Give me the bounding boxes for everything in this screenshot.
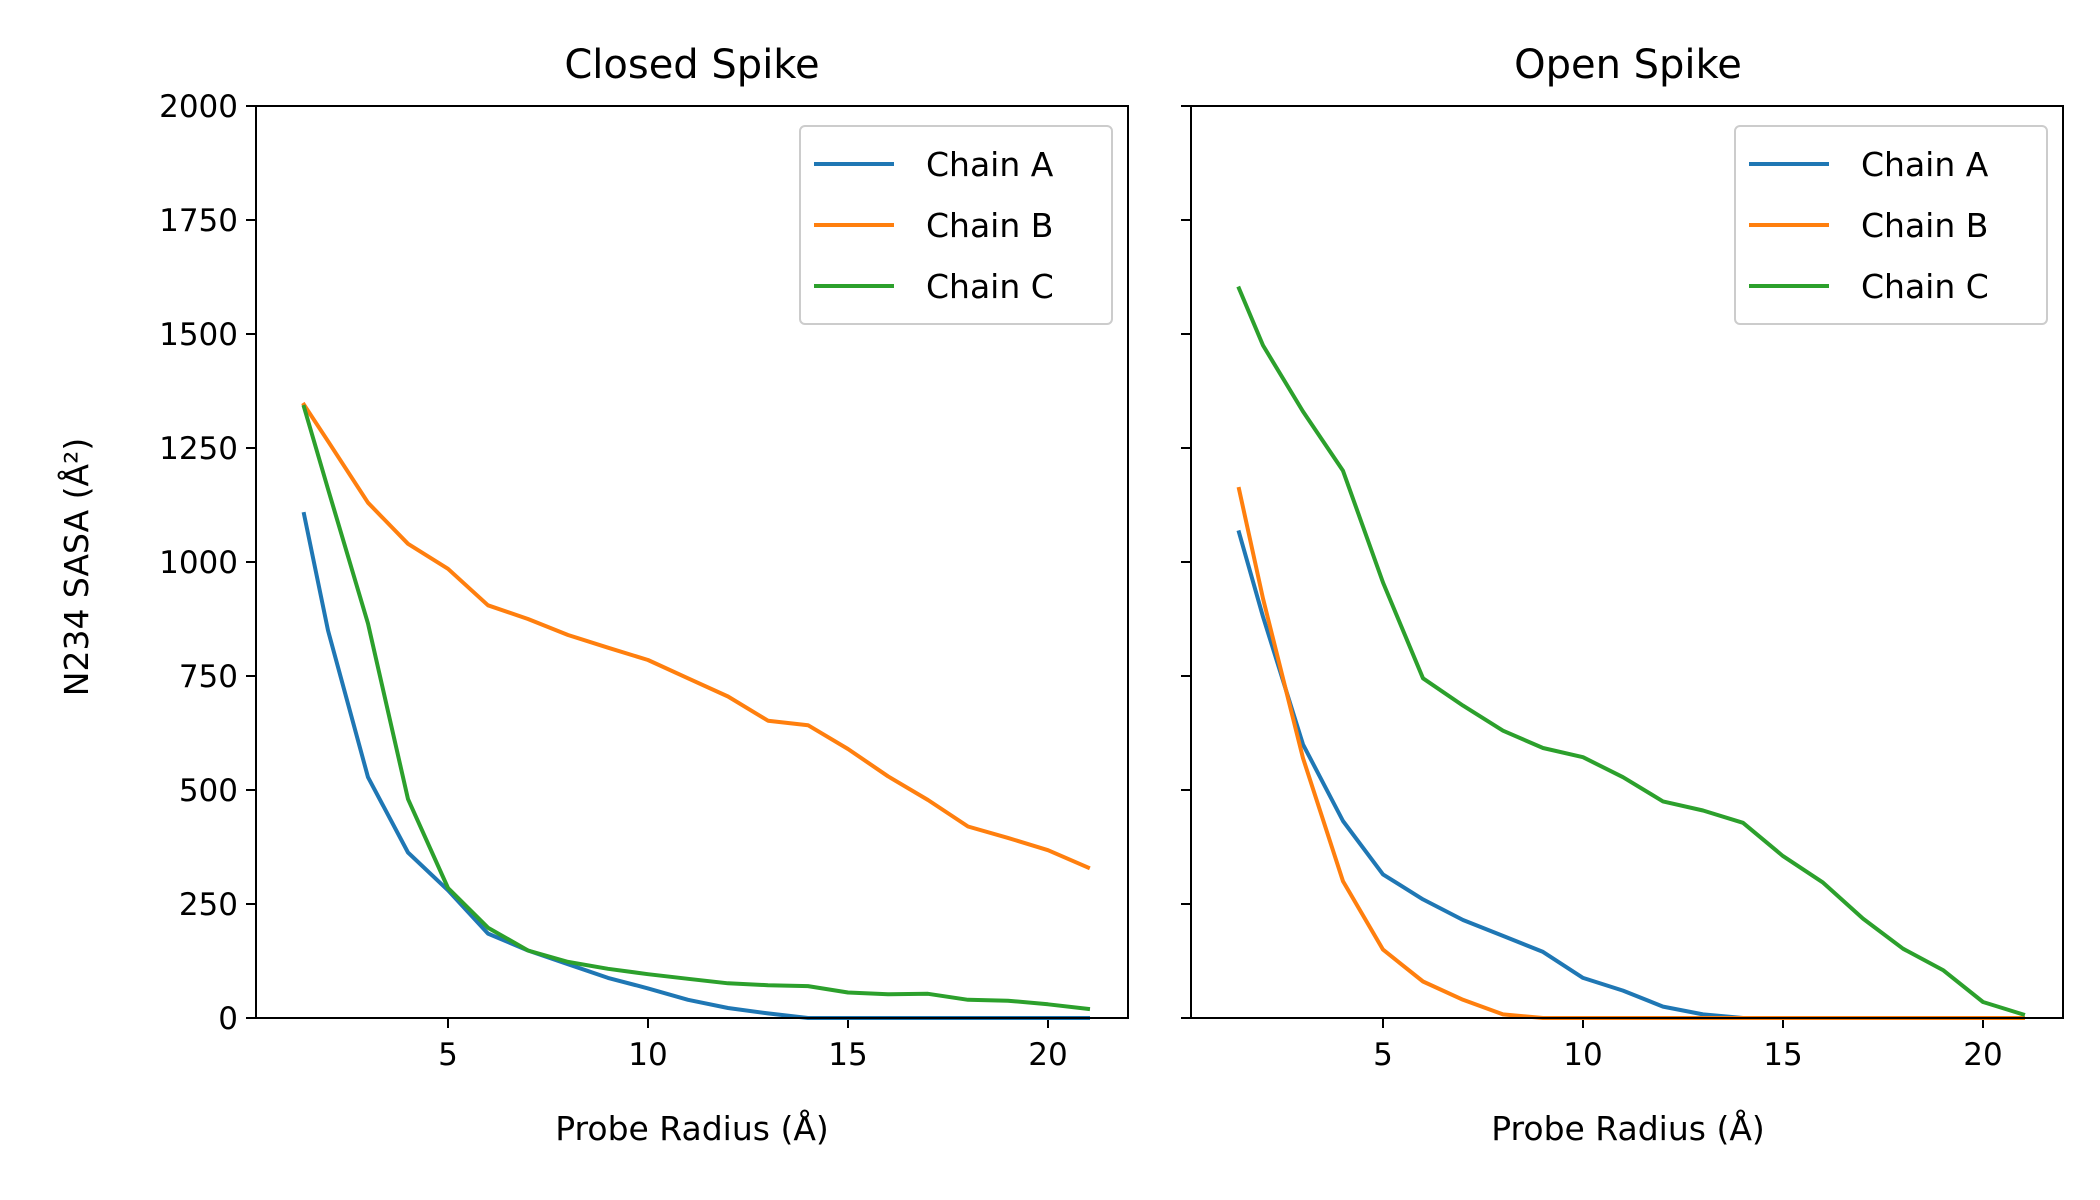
open-spike-plot-area: 5 10 15 20 Chain A Chain B Chain C bbox=[1181, 105, 2064, 1073]
open-spike-legend-label: Chain B bbox=[1861, 206, 1988, 245]
closed-spike-ytick-label: 0 bbox=[218, 1001, 238, 1037]
open-spike-xlabel: Probe Radius (Å) bbox=[1491, 1108, 1765, 1148]
open-spike-legend-label: Chain C bbox=[1861, 267, 1989, 306]
closed-spike-ytick-label: 1250 bbox=[159, 431, 238, 467]
closed-spike-panel: Closed Spike N234 SASA (Å²) Probe Radius… bbox=[56, 42, 1129, 1148]
closed-spike-ytick-label: 750 bbox=[179, 659, 238, 695]
closed-spike-legend-label: Chain B bbox=[926, 206, 1053, 245]
closed-spike-xlabel: Probe Radius (Å) bbox=[555, 1108, 829, 1148]
closed-spike-title: Closed Spike bbox=[564, 42, 819, 88]
closed-spike-xtick-label: 5 bbox=[438, 1037, 458, 1073]
open-spike-axes-frame bbox=[1190, 105, 2064, 1019]
open-spike-xtick-label: 10 bbox=[1563, 1037, 1602, 1073]
closed-spike-ylabel: N234 SASA (Å²) bbox=[56, 438, 96, 696]
closed-spike-series-chain-a bbox=[301, 511, 1090, 1020]
closed-spike-legend-label: Chain C bbox=[926, 267, 1054, 306]
open-spike-xtick-label: 15 bbox=[1763, 1037, 1802, 1073]
open-spike-legend-label: Chain A bbox=[1861, 145, 1989, 184]
closed-spike-plot-area: 0 250 500 750 1000 1250 1500 1750 2000 5 10 15 20 Cha… bbox=[159, 89, 1129, 1073]
closed-spike-ytick-label: 1000 bbox=[159, 545, 238, 581]
closed-spike-legend-box bbox=[799, 125, 1113, 325]
closed-spike-ytick-label: 500 bbox=[179, 773, 238, 809]
closed-spike-series-chain-b bbox=[301, 401, 1091, 871]
closed-spike-series-chain-c bbox=[301, 404, 1091, 1012]
open-spike-series-chain-a bbox=[1236, 529, 2025, 1020]
closed-spike-xtick-label: 15 bbox=[828, 1037, 867, 1073]
closed-spike-legend-label: Chain A bbox=[926, 145, 1054, 184]
open-spike-xtick-label: 20 bbox=[1963, 1037, 2002, 1073]
closed-spike-ytick-label: 1500 bbox=[159, 317, 238, 353]
closed-spike-xtick-label: 20 bbox=[1028, 1037, 1067, 1073]
open-spike-legend: Chain A Chain B Chain C bbox=[1734, 125, 2048, 325]
closed-spike-ytick-label: 2000 bbox=[159, 89, 238, 125]
open-spike-panel: Open Spike Probe Radius (Å) 5 10 15 20 Chain… bbox=[1181, 42, 2064, 1148]
open-spike-series-chain-c bbox=[1236, 285, 2026, 1017]
open-spike-title: Open Spike bbox=[1514, 42, 1742, 88]
open-spike-xtick-label: 5 bbox=[1373, 1037, 1393, 1073]
open-spike-series-chain-b bbox=[1236, 486, 2025, 1020]
closed-spike-ytick-label: 250 bbox=[179, 887, 238, 923]
closed-spike-axes-frame bbox=[255, 105, 1129, 1019]
closed-spike-xtick-label: 10 bbox=[628, 1037, 667, 1073]
open-spike-legend-box bbox=[1734, 125, 2048, 325]
closed-spike-ytick-label: 1750 bbox=[159, 203, 238, 239]
closed-spike-legend: Chain A Chain B Chain C bbox=[799, 125, 1113, 325]
